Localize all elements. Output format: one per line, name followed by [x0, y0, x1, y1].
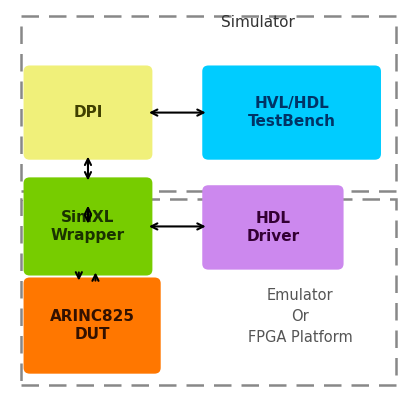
- Text: Emulator
Or
FPGA Platform: Emulator Or FPGA Platform: [248, 288, 352, 345]
- Text: ARINC825
DUT: ARINC825 DUT: [50, 309, 135, 342]
- FancyBboxPatch shape: [202, 185, 344, 269]
- FancyBboxPatch shape: [202, 65, 381, 160]
- FancyBboxPatch shape: [23, 65, 152, 160]
- FancyBboxPatch shape: [23, 277, 161, 374]
- Text: Simulator: Simulator: [221, 15, 295, 30]
- Text: SimXL
Wrapper: SimXL Wrapper: [51, 210, 125, 243]
- Text: HVL/HDL
TestBench: HVL/HDL TestBench: [248, 96, 336, 129]
- Bar: [21, 199, 396, 385]
- Bar: [21, 17, 396, 191]
- FancyBboxPatch shape: [23, 177, 152, 275]
- Text: DPI: DPI: [73, 105, 103, 120]
- Text: HDL
Driver: HDL Driver: [246, 211, 299, 244]
